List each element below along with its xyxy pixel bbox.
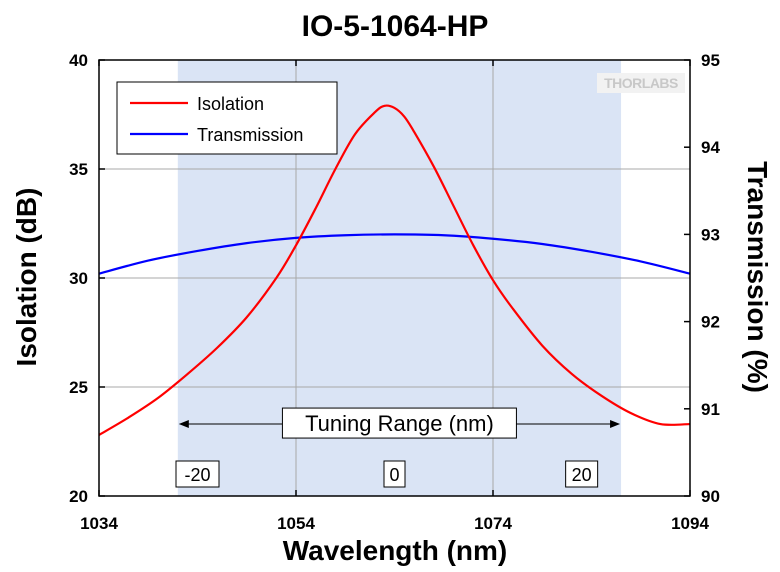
y2-tick-label: 93 xyxy=(701,225,720,244)
y2-tick-label: 92 xyxy=(701,313,720,332)
y2-tick-label: 94 xyxy=(701,138,720,157)
y-tick-label: 35 xyxy=(69,160,88,179)
y2-axis-title: Transmission (%) xyxy=(742,161,773,393)
x-axis-title: Wavelength (nm) xyxy=(283,535,508,566)
legend-box xyxy=(116,81,338,155)
y2-tick-label: 90 xyxy=(701,487,720,506)
x-tick-label: 1054 xyxy=(277,514,315,533)
axis-ticks: 1034 1054 1074 1094 20 25 30 35 40 90 91 92 93 94 95 xyxy=(69,51,720,533)
y-axis-title: Isolation (dB) xyxy=(11,188,42,367)
x-tick-label: 1034 xyxy=(80,514,118,533)
offset-label-box xyxy=(565,460,599,488)
offset-label: 0 xyxy=(389,465,399,485)
tuning-range-label: Tuning Range (nm) xyxy=(305,411,494,436)
y-tick-label: 30 xyxy=(69,269,88,288)
offset-labels: -20 0 20 xyxy=(175,460,599,488)
logo-text: THORLABS xyxy=(604,75,678,91)
offset-label: -20 xyxy=(184,465,210,485)
y2-tick-label: 95 xyxy=(701,51,720,70)
logo-background xyxy=(597,73,685,93)
y-tick-label: 20 xyxy=(69,487,88,506)
tuning-range-annotation: Tuning Range (nm) xyxy=(178,407,621,439)
x-tick-label: 1094 xyxy=(671,514,709,533)
offset-label: 20 xyxy=(572,465,592,485)
offset-label-box xyxy=(383,460,406,488)
legend-isolation-label: Isolation xyxy=(197,94,264,114)
legend: Isolation Transmission xyxy=(116,81,338,155)
tuning-range-label-box xyxy=(281,407,517,439)
legend-transmission-label: Transmission xyxy=(197,125,303,145)
thorlabs-logo: THORLABS xyxy=(597,73,685,93)
offset-label-box xyxy=(175,460,220,488)
chart-title: IO-5-1064-HP xyxy=(302,10,489,43)
x-tick-label: 1074 xyxy=(474,514,512,533)
isolation-line xyxy=(98,104,691,436)
transmission-line xyxy=(98,233,691,275)
y-tick-label: 25 xyxy=(69,378,88,397)
y2-tick-label: 91 xyxy=(701,400,720,419)
tuning-range-arrow-right xyxy=(610,420,621,429)
tuning-range-arrow-left xyxy=(178,420,189,429)
y-tick-label: 40 xyxy=(69,51,88,70)
